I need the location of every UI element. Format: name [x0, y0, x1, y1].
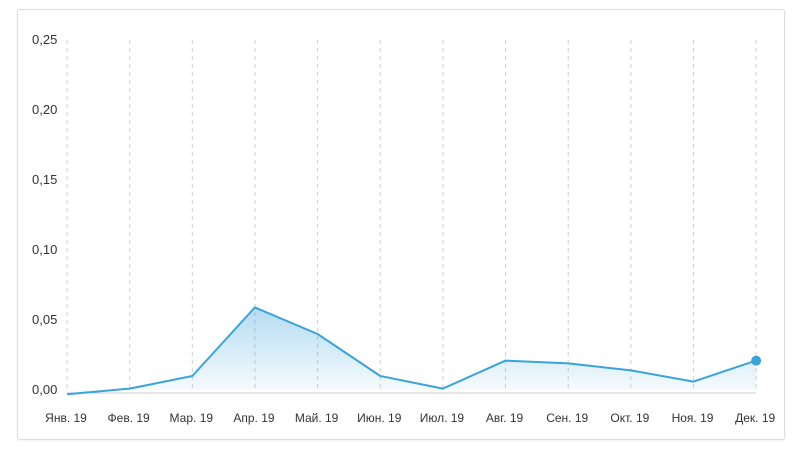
y-tick-label: 0,15 — [32, 172, 57, 187]
x-tick-label: Апр. 19 — [233, 411, 275, 425]
highlighted-data-point[interactable] — [751, 355, 762, 366]
x-gridlines — [66, 40, 757, 390]
y-tick-label: 0,20 — [32, 102, 57, 117]
x-tick-label: Мар. 19 — [170, 411, 214, 425]
series-line — [66, 306, 757, 396]
chart-card — [17, 9, 785, 440]
y-axis-ticks: 0,00 0,05 0,10 0,15 0,20 0,25 — [32, 32, 57, 397]
x-tick-label: Дек. 19 — [735, 411, 775, 425]
x-tick-label: Май. 19 — [295, 411, 339, 425]
x-tick-label: Ноя. 19 — [672, 411, 714, 425]
y-tick-label: 0,05 — [32, 312, 57, 327]
x-tick-label: Фев. 19 — [108, 411, 151, 425]
area-fill — [67, 307, 757, 395]
x-tick-label: Янв. 19 — [45, 411, 87, 425]
data-points — [751, 355, 762, 366]
x-tick-label: Авг. 19 — [486, 411, 524, 425]
y-tick-label: 0,00 — [32, 382, 57, 397]
x-axis-labels: Янв. 19 Фев. 19 Мар. 19 Апр. 19 Май. 19 Июн. … — [45, 411, 775, 425]
y-tick-label: 0,25 — [32, 32, 57, 47]
x-tick-label: Окт. 19 — [610, 411, 649, 425]
x-tick-label: Июн. 19 — [357, 411, 402, 425]
x-tick-label: Сен. 19 — [546, 411, 588, 425]
y-tick-label: 0,10 — [32, 242, 57, 257]
x-tick-label: Июл. 19 — [420, 411, 465, 425]
